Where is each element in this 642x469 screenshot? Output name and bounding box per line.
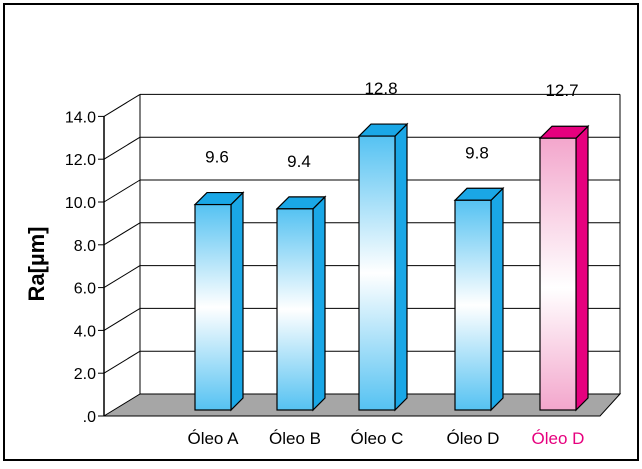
x-tick-label: Óleo C [351,429,404,448]
bar-side [230,191,244,412]
y-axis-ticks: .0 2.0 4.0 6.0 8.0 10.0 12.0 14.0 [65,109,104,426]
bar-side [312,195,326,412]
gridline-diagonal [103,222,141,246]
y-tick-label: 8.0 [74,238,96,255]
y-tick-label: .0 [83,409,96,426]
data-label: 9.6 [205,148,229,167]
bar [357,122,409,412]
bar [275,195,327,412]
y-tick-label: 4.0 [74,323,96,340]
bars [193,122,590,412]
bar-front [276,208,314,411]
bar-side [490,186,504,412]
x-tick-label: Óleo D [532,429,585,448]
x-tick-label: Óleo B [269,429,321,448]
gridline-diagonal [103,307,141,331]
bar [538,124,590,412]
x-axis-labels: Óleo A Óleo B Óleo C Óleo D Óleo D [187,429,584,448]
x-tick-label: Óleo D [447,429,500,448]
y-tick-label: 10.0 [65,195,96,212]
y-tick-label: 12.0 [65,152,96,169]
gridline-diagonal [103,350,141,374]
gridline-diagonal [103,265,141,289]
y-tick-label: 6.0 [74,281,96,298]
bar-front [194,203,232,411]
bar-front [539,137,577,411]
y-axis-label: Ra[µm] [24,226,49,301]
data-label: 12.8 [364,79,397,98]
bar-front [454,199,492,411]
gridline-diagonal [103,136,141,160]
bar-side [575,124,589,412]
bar [193,191,245,412]
data-label: 9.4 [287,152,311,171]
bar-side [394,122,408,412]
grid-diagonals [103,93,141,374]
data-label: 12.7 [545,81,578,100]
data-label: 9.8 [465,143,489,162]
bar-front [358,135,396,411]
y-tick-label: 2.0 [74,366,96,383]
x-tick-label: Óleo A [187,429,239,448]
y-tick-label: 14.0 [65,109,96,126]
gridline-diagonal [103,93,141,117]
data-labels: 9.6 9.4 12.8 9.8 12.7 [205,79,578,171]
bar [453,186,505,412]
gridline-diagonal [103,179,141,203]
